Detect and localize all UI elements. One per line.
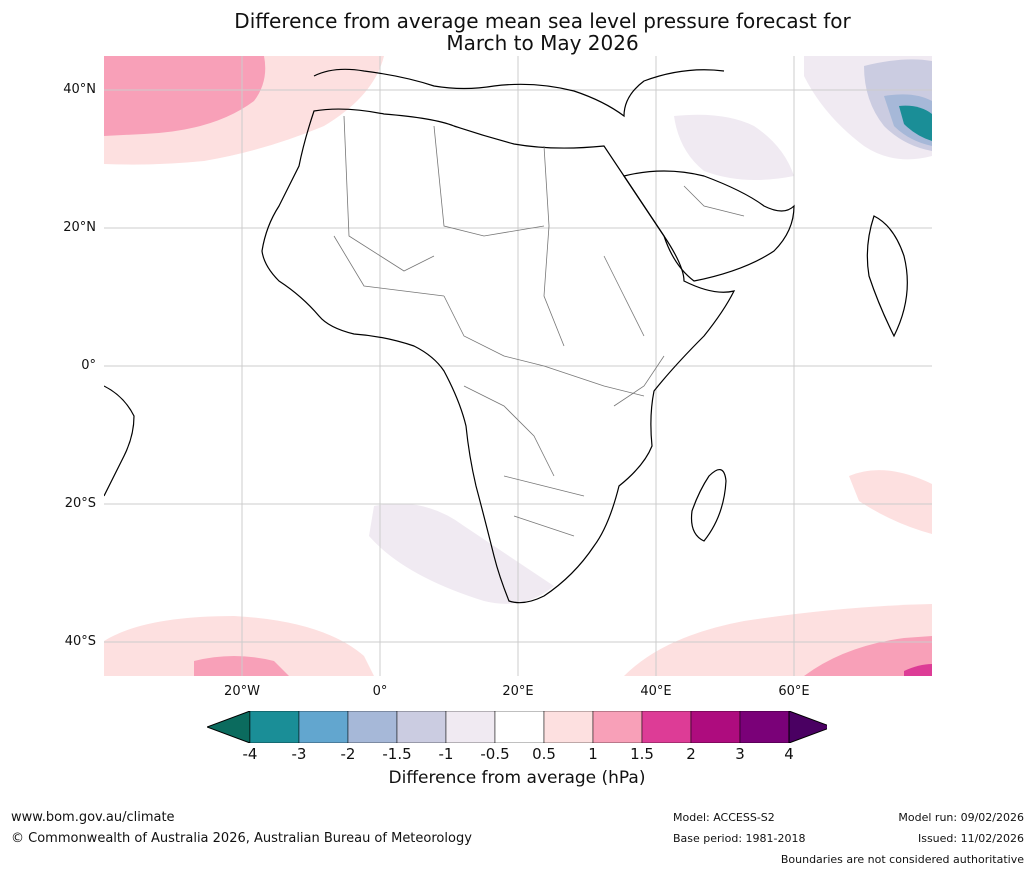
lat-label-0: 0° bbox=[81, 358, 96, 373]
colorbar-tick-label: -3 bbox=[291, 745, 307, 763]
colorbar-tick-label: 4 bbox=[784, 745, 794, 763]
colorbar-cell bbox=[543, 711, 594, 743]
lat-label-40n: 40°N bbox=[63, 82, 96, 97]
arabia-coastline bbox=[623, 170, 795, 282]
anomaly-patch-middle-east-light bbox=[674, 114, 794, 180]
anomaly-patch-asia-teal bbox=[899, 105, 932, 141]
india-coastline bbox=[866, 215, 908, 338]
anomaly-patch-southern-ocean-east-dark bbox=[904, 664, 932, 676]
anomaly-patch-south-atlantic-light bbox=[369, 503, 554, 604]
footer-website: www.bom.gov.au/climate bbox=[11, 810, 175, 825]
footer-base-period: Base period: 1981-2018 bbox=[673, 832, 806, 845]
anomaly-patch-southern-ocean-east-mid bbox=[804, 636, 932, 676]
map-svg bbox=[104, 56, 932, 676]
coastlines bbox=[104, 68, 908, 604]
colorbar-tick-label: -4 bbox=[242, 745, 258, 763]
anomaly-shading bbox=[104, 56, 932, 676]
anomaly-patch-indian-ocean bbox=[849, 470, 932, 534]
chart-title-line2: March to May 2026 bbox=[446, 31, 639, 55]
colorbar-tick-label: 0.5 bbox=[532, 745, 556, 763]
colorbar-tick-label: -1 bbox=[438, 745, 454, 763]
lon-label-60e: 60°E bbox=[778, 684, 810, 699]
map-panel bbox=[104, 56, 932, 676]
footer-model: Model: ACCESS-S2 bbox=[673, 811, 775, 824]
footer-issued: Issued: 11/02/2026 bbox=[917, 832, 1024, 845]
lon-label-20w: 20°W bbox=[224, 684, 260, 699]
anomaly-patch-north-atlantic bbox=[104, 56, 266, 136]
colorbar-under-arrow bbox=[207, 711, 251, 743]
colorbar bbox=[207, 711, 827, 743]
colorbar-tick-label: 2 bbox=[686, 745, 696, 763]
colorbar-cell bbox=[494, 711, 545, 743]
colorbar-cell bbox=[592, 711, 643, 743]
colorbar-label: Difference from average (hPa) bbox=[388, 768, 646, 788]
colorbar-tick-label: 3 bbox=[735, 745, 745, 763]
madagascar-coastline bbox=[690, 469, 727, 542]
colorbar-cell bbox=[396, 711, 447, 743]
colorbar-cell bbox=[641, 711, 692, 743]
colorbar-cell bbox=[445, 711, 496, 743]
colorbar-cell bbox=[690, 711, 741, 743]
colorbar-tick-label: -2 bbox=[340, 745, 356, 763]
colorbar-tick-label: 1.5 bbox=[630, 745, 654, 763]
africa-coastline bbox=[261, 108, 736, 604]
lon-label-0: 0° bbox=[372, 684, 388, 699]
south-america-coastline bbox=[104, 385, 135, 497]
footer-model-run: Model run: 09/02/2026 bbox=[898, 811, 1024, 824]
gridlines bbox=[104, 56, 932, 676]
lon-label-20e: 20°E bbox=[502, 684, 534, 699]
footer-disclaimer: Boundaries are not considered authoritat… bbox=[780, 853, 1024, 866]
colorbar-tick-label: -1.5 bbox=[382, 745, 412, 763]
colorbar-cell bbox=[249, 711, 300, 743]
chart-title-line1: Difference from average mean sea level p… bbox=[234, 9, 851, 33]
colorbar-tick-label: -0.5 bbox=[480, 745, 510, 763]
country-borders bbox=[333, 115, 745, 537]
colorbar-tick-label: 1 bbox=[588, 745, 598, 763]
lat-label-40s: 40°S bbox=[64, 634, 96, 649]
lon-label-40e: 40°E bbox=[640, 684, 672, 699]
colorbar-cell bbox=[347, 711, 398, 743]
anomaly-patch-southern-ocean-west bbox=[104, 616, 374, 676]
chart-title: Difference from average mean sea level p… bbox=[0, 10, 1035, 54]
lat-label-20s: 20°S bbox=[64, 496, 96, 511]
colorbar-cell bbox=[739, 711, 790, 743]
footer-copyright: © Commonwealth of Australia 2026, Austra… bbox=[11, 831, 472, 846]
colorbar-over-arrow bbox=[788, 711, 827, 743]
europe-coastline bbox=[313, 68, 725, 118]
colorbar-cell bbox=[298, 711, 349, 743]
lat-label-20n: 20°N bbox=[63, 220, 96, 235]
